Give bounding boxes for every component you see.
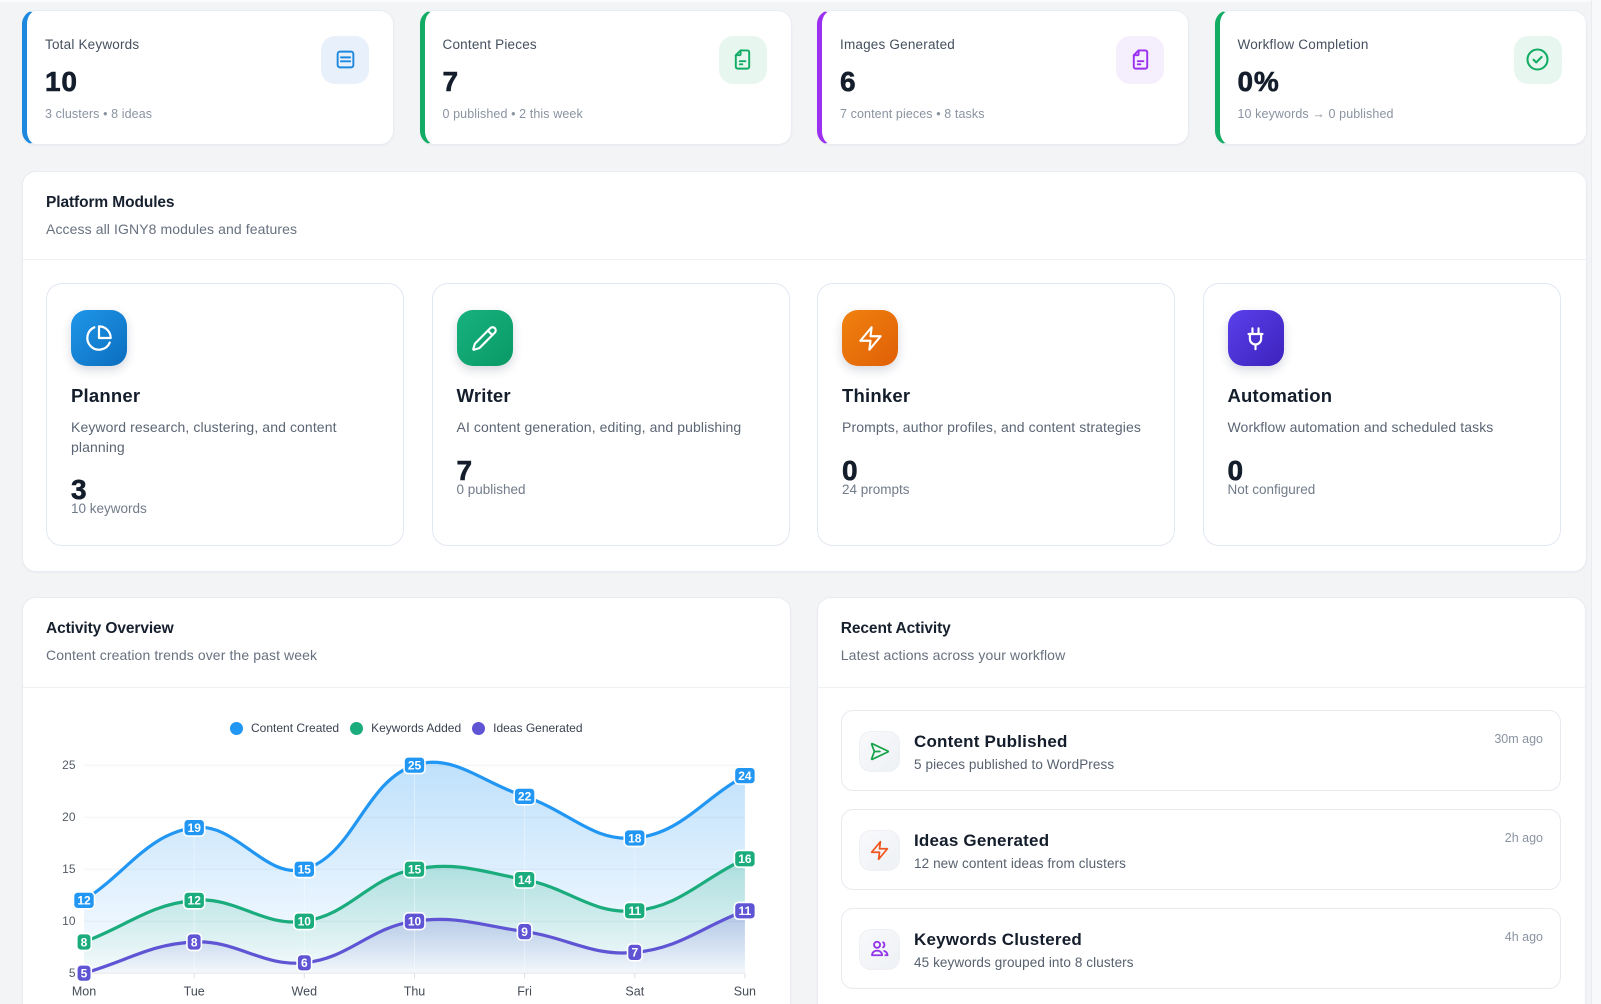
svg-text:10: 10: [408, 915, 422, 929]
svg-text:24: 24: [738, 769, 752, 783]
svg-text:6: 6: [301, 956, 308, 970]
svg-text:22: 22: [518, 790, 532, 804]
svg-text:9: 9: [521, 925, 528, 939]
svg-text:15: 15: [298, 863, 312, 877]
svg-text:11: 11: [739, 904, 752, 918]
svg-text:10: 10: [298, 915, 312, 929]
svg-text:Sat: Sat: [625, 985, 644, 999]
svg-text:19: 19: [188, 821, 202, 835]
svg-text:12: 12: [188, 894, 202, 908]
svg-text:20: 20: [62, 810, 76, 824]
svg-text:10: 10: [62, 914, 76, 928]
svg-text:5: 5: [69, 966, 76, 980]
svg-text:Sun: Sun: [734, 985, 756, 999]
svg-text:Fri: Fri: [517, 985, 532, 999]
svg-text:25: 25: [62, 758, 76, 772]
svg-text:8: 8: [191, 935, 198, 949]
svg-text:Tue: Tue: [184, 985, 205, 999]
svg-text:8: 8: [81, 935, 88, 949]
svg-text:25: 25: [408, 759, 422, 773]
svg-text:18: 18: [628, 831, 642, 845]
svg-text:7: 7: [631, 946, 638, 960]
svg-text:11: 11: [628, 904, 641, 918]
svg-text:14: 14: [518, 873, 532, 887]
svg-text:15: 15: [62, 862, 76, 876]
svg-text:Mon: Mon: [72, 985, 96, 999]
svg-text:15: 15: [408, 863, 422, 877]
svg-text:16: 16: [738, 852, 752, 866]
svg-text:Wed: Wed: [292, 985, 318, 999]
svg-text:Thu: Thu: [404, 985, 426, 999]
svg-text:5: 5: [81, 967, 88, 981]
svg-text:12: 12: [77, 894, 91, 908]
